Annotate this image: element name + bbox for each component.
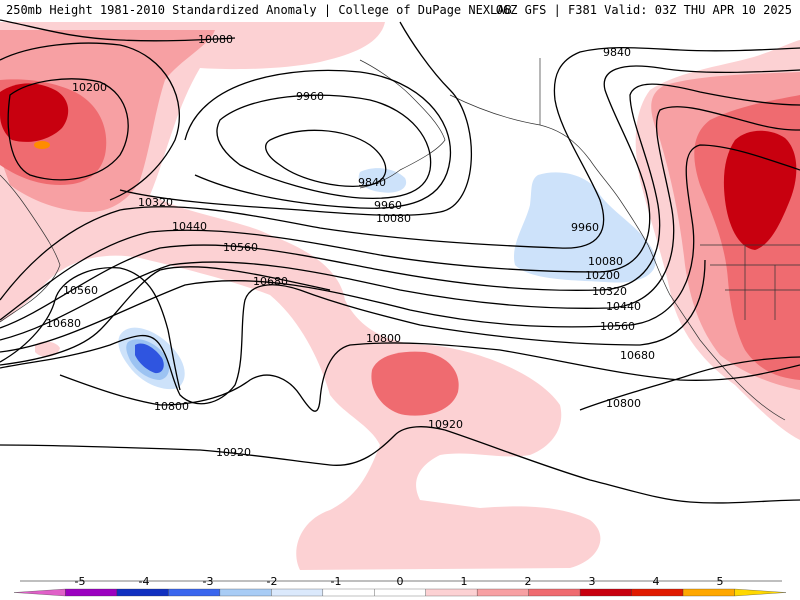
colorbar-tick-label: 3	[589, 575, 596, 588]
contour-label: 10560	[223, 241, 258, 254]
model-run-info: 06Z GFS | F381 Valid: 03Z THU APR 10 202…	[495, 3, 792, 17]
colorbar-ticks: -5 -4 -3 -2 -1 0 1 2 3 4 5	[75, 575, 724, 588]
colorbar-tick-label: 0	[397, 575, 404, 588]
contour-line	[265, 129, 387, 187]
colorbar-tick-label: -1	[331, 575, 342, 588]
colorbar-segment	[579, 588, 632, 597]
contour-label: 10200	[585, 269, 620, 282]
colorbar-segment	[631, 588, 684, 597]
contour-line	[119, 21, 473, 216]
anomaly-pos4-northwest	[0, 83, 69, 142]
contour-label: 10800	[154, 400, 189, 413]
contour-label: 10680	[253, 275, 288, 288]
contour-label: 10920	[216, 446, 251, 459]
contour-line	[0, 42, 180, 201]
colorbar-segments	[13, 588, 787, 597]
contour-label: 10320	[138, 196, 173, 209]
colorbar-segment	[168, 588, 221, 597]
colorbar-tick-label: 5	[717, 575, 724, 588]
contour-label: 10440	[606, 300, 641, 313]
colorbar: -5 -4 -3 -2 -1 0 1 2 3 4 5	[13, 575, 787, 597]
anomaly-neg1-coast	[513, 172, 656, 283]
coastline-alaska	[359, 59, 446, 189]
colorbar-segment	[65, 588, 118, 597]
contour-label: 10920	[428, 418, 463, 431]
negative-anomaly-shading	[118, 168, 656, 390]
height-contours	[0, 19, 800, 504]
contour-label: 10560	[63, 284, 98, 297]
colorbar-tick-label: 1	[461, 575, 468, 588]
colorbar-tick-label: -3	[203, 575, 214, 588]
contour-line	[184, 69, 452, 209]
contour-label: 10080	[198, 33, 233, 46]
contour-label: 10680	[620, 349, 655, 362]
contour-line	[216, 94, 432, 200]
contour-labels: 10080 10200 9960 9840 9840 9960 10080 10…	[46, 33, 655, 459]
us-state-lines	[700, 244, 800, 320]
anomaly-pos1-small-left	[35, 341, 60, 357]
contour-label: 10080	[588, 255, 623, 268]
colorbar-tick-label: -4	[139, 575, 150, 588]
contour-line	[0, 144, 800, 353]
colorbar-segment	[271, 588, 323, 597]
colorbar-segment	[528, 588, 581, 597]
colorbar-segment	[477, 588, 529, 597]
coastline-asia	[0, 174, 61, 323]
contour-label: 9960	[296, 90, 324, 103]
contour-label: 9840	[603, 46, 631, 59]
contour-label: 9840	[358, 176, 386, 189]
contour-label: 10800	[606, 397, 641, 410]
contour-label: 10320	[592, 285, 627, 298]
anomaly-pos1-northwest	[0, 22, 601, 570]
anomaly-neg3-central	[135, 343, 164, 374]
anomaly-pos5-northwest	[34, 141, 50, 149]
anomaly-pos4-northeast	[723, 130, 797, 250]
contour-line	[59, 342, 800, 412]
colorbar-segment	[374, 588, 426, 597]
colorbar-segment	[219, 588, 272, 597]
anomaly-pos3-central	[371, 351, 459, 416]
colorbar-tick-label: -5	[75, 575, 86, 588]
contour-label: 9960	[571, 221, 599, 234]
contour-line	[7, 78, 129, 181]
coastline-alaska-panhandle	[449, 94, 621, 201]
contour-line	[0, 65, 800, 321]
contour-line	[579, 356, 800, 411]
colorbar-tick-label: 2	[525, 575, 532, 588]
contour-line	[0, 266, 181, 391]
contour-line	[0, 46, 800, 301]
contour-label: 10080	[376, 212, 411, 225]
colorbar-segment	[734, 588, 787, 597]
contour-label: 10680	[46, 317, 81, 330]
contour-line	[0, 266, 331, 366]
colorbar-tick-label: 4	[653, 575, 660, 588]
contour-line	[0, 259, 706, 405]
contour-label: 10440	[172, 220, 207, 233]
map-title: 250mb Height 1981-2010 Standardized Anom…	[6, 3, 512, 17]
contour-label: 10200	[72, 81, 107, 94]
contour-line	[0, 426, 800, 504]
contour-line	[0, 83, 800, 329]
colorbar-segment	[682, 588, 735, 597]
positive-anomaly-level5	[34, 141, 50, 149]
contour-label: 10800	[366, 332, 401, 345]
positive-anomaly-level4	[0, 83, 797, 250]
colorbar-tick-label: -2	[267, 575, 278, 588]
colorbar-segment	[116, 588, 169, 597]
colorbar-segment	[425, 588, 478, 597]
contour-line	[0, 19, 236, 42]
contour-label: 9960	[374, 199, 402, 212]
contour-label: 10560	[600, 320, 635, 333]
contour-line	[0, 106, 800, 341]
colorbar-segment	[322, 588, 375, 597]
